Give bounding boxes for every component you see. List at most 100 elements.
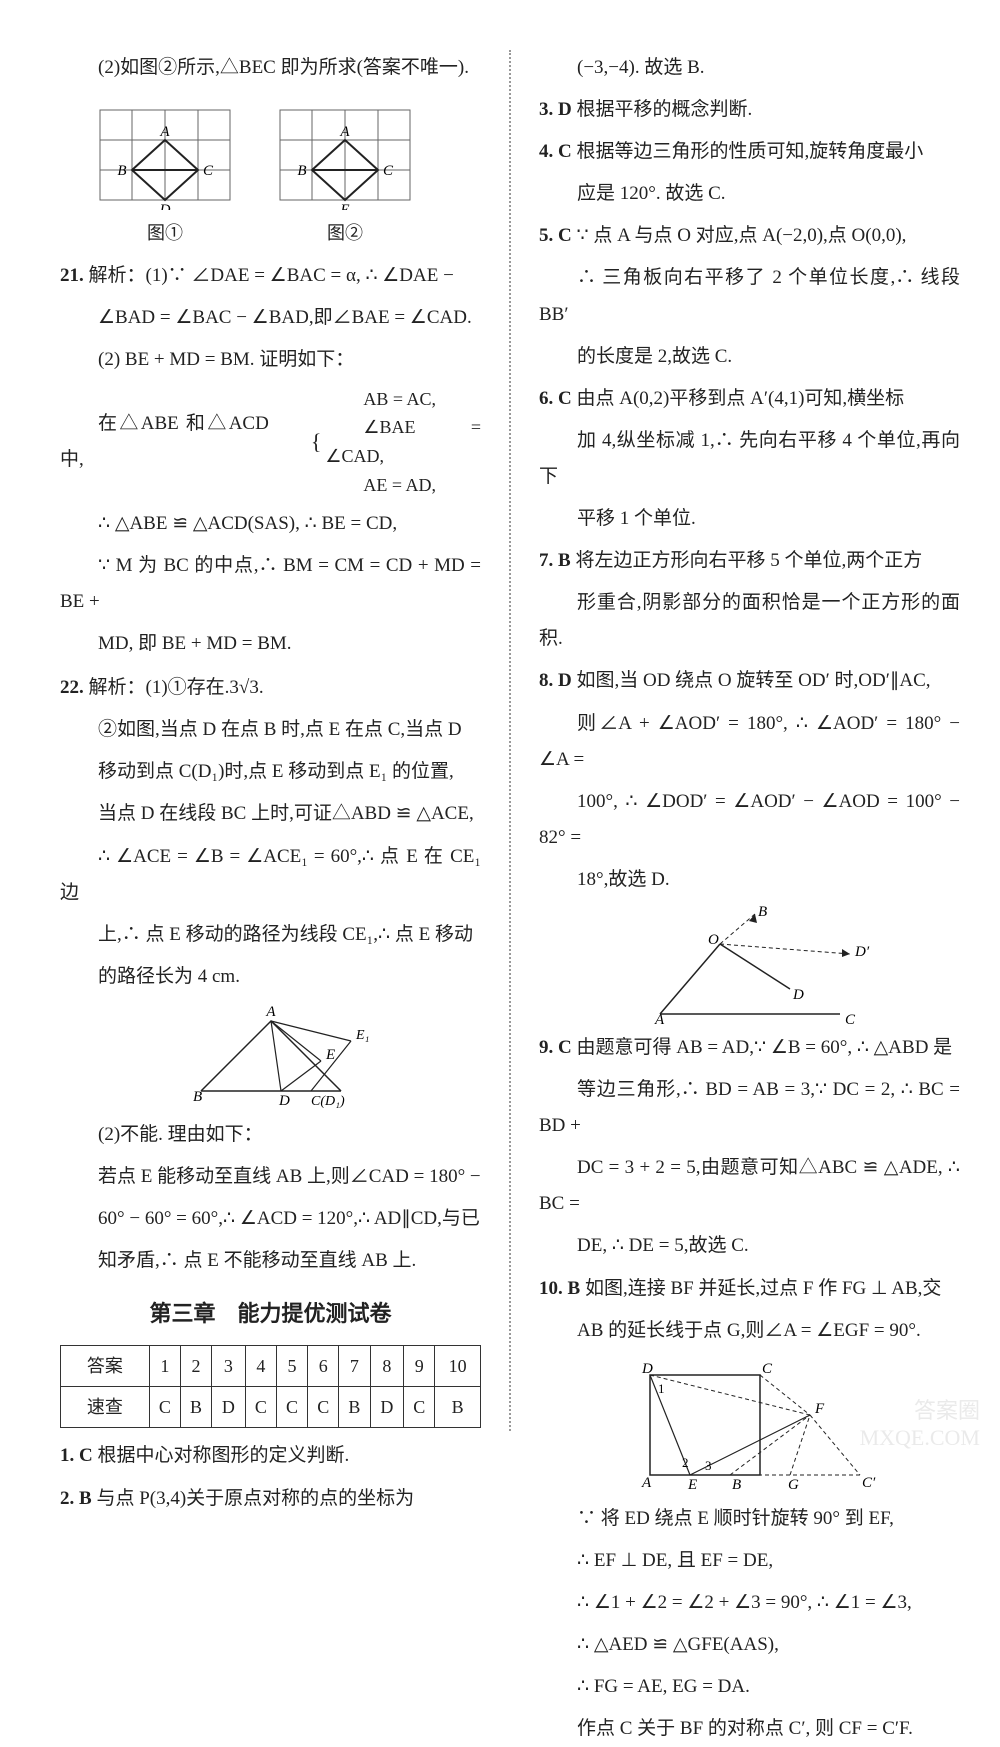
lbl-C: C(D₁) [311, 1094, 345, 1109]
label-C: C [383, 163, 394, 179]
q21-line4a: 在△ABE 和△ACD 中, [60, 406, 269, 478]
col-3: 3 [212, 1346, 246, 1387]
a3-txt: 根据平移的概念判断. [576, 99, 752, 120]
column-divider [509, 50, 511, 1431]
a5-l3: 的长度是 2,故选 C. [539, 339, 960, 375]
figure-2-caption: 图② [270, 216, 420, 250]
a1-txt: 根据中心对称图形的定义判断. [97, 1445, 349, 1466]
val-6: C [308, 1387, 339, 1428]
a8-label: 8. D [539, 670, 572, 691]
lbl-D: D [792, 987, 804, 1003]
q22-l9: 若点 E 能移动至直线 AB 上,则∠CAD = 180° − [60, 1159, 481, 1195]
a9-l3: DC = 3 + 2 = 5,由题意可知△ABC ≌ △ADE, ∴ BC = [539, 1150, 960, 1222]
ans-10: 10. B 如图,连接 BF 并延长,过点 F 作 FG ⊥ AB,交 [539, 1271, 960, 1307]
label-C: C [203, 163, 214, 179]
q22-number: 22. [60, 677, 84, 698]
label-D: D [159, 202, 171, 210]
brace-row-2: ∠BAE = ∠CAD, [325, 413, 481, 471]
val-8: D [370, 1387, 404, 1428]
q21-line6: ∵ M 为 BC 的中点,∴ BM = CM = CD + MD = BE + [60, 548, 481, 620]
q22-l10: 60° − 60° = 60°,∴ ∠ACD = 120°,∴ AD∥CD,与已 [60, 1201, 481, 1237]
col-7: 7 [339, 1346, 370, 1387]
label-A: A [339, 124, 350, 140]
lbl-1: 1 [658, 1381, 665, 1396]
col-6: 6 [308, 1346, 339, 1387]
q22-l2: ②如图,当点 D 在点 B 时,点 E 在点 C,当点 D [60, 712, 481, 748]
lbl-A: A [654, 1012, 665, 1024]
ans-9: 9. C 由题意可得 AB = AD,∵ ∠B = 60°, ∴ △ABD 是 [539, 1030, 960, 1066]
q22-l7: 的路径长为 4 cm. [60, 959, 481, 995]
lbl-E: E [687, 1477, 697, 1493]
a6-label: 6. C [539, 388, 572, 409]
lbl-A: A [641, 1475, 652, 1491]
val-10: B [435, 1387, 481, 1428]
figure-row-1: A B C D 图① A B C [90, 94, 481, 250]
lbl-B: B [193, 1089, 202, 1105]
q22-l5: ∴ ∠ACE = ∠B = ∠ACE₁ = 60°,∴ 点 E 在 CE₁ 边 [60, 839, 481, 911]
a6-l3: 平移 1 个单位. [539, 501, 960, 537]
a9-label: 9. C [539, 1037, 572, 1058]
a5-l2: ∴ 三角板向右平移了 2 个单位长度,∴ 线段 BB′ [539, 260, 960, 332]
q21-line1: 解析：(1)∵ ∠DAE = ∠BAC = α, ∴ ∠DAE − [89, 265, 454, 286]
figure-4: A C O B D D′ [630, 904, 870, 1024]
label-E: E [339, 202, 349, 210]
q22-l4: 当点 D 在线段 BC 上时,可证△ABD ≌ △ACE, [60, 796, 481, 832]
wm-line1: 答案圈 [860, 1398, 980, 1424]
a10-l2: AB 的延长线于点 G,则∠A = ∠EGF = 90°. [539, 1313, 960, 1349]
col-9: 9 [404, 1346, 435, 1387]
q22-l6: 上,∴ 点 E 移动的路径为线段 CE₁,∴ 点 E 移动 [60, 917, 481, 953]
ans-2: 2. B 与点 P(3,4)关于原点对称的点的坐标为 [60, 1481, 481, 1517]
figure-2: A B C E 图② [270, 94, 420, 250]
a10-l4: ∴ EF ⊥ DE, 且 EF = DE, [539, 1543, 960, 1579]
a9-l4: DE, ∴ DE = 5,故选 C. [539, 1228, 960, 1264]
lbl-C: C [762, 1361, 773, 1377]
lbl-B: B [732, 1477, 741, 1493]
label-B: B [297, 163, 306, 179]
label-A: A [159, 124, 170, 140]
a6-l1: 由点 A(0,2)平移到点 A′(4,1)可知,横坐标 [576, 388, 904, 409]
a10-label: 10. B [539, 1278, 580, 1299]
ans-4: 4. C 根据等边三角形的性质可知,旋转角度最小 [539, 134, 960, 170]
col-5: 5 [276, 1346, 307, 1387]
lbl-G: G [788, 1477, 799, 1493]
lbl-Cp: C′ [862, 1475, 876, 1491]
val-2: B [180, 1387, 211, 1428]
a10-l8: 作点 C 关于 BF 的对称点 C′, 则 CF = C′F. [539, 1711, 960, 1747]
figure-1-caption: 图① [90, 216, 240, 250]
lbl-C: C [845, 1012, 856, 1024]
val-5: C [276, 1387, 307, 1428]
val-4: C [245, 1387, 276, 1428]
watermark-logo: 答案圈 MXQE.COM [860, 1398, 980, 1451]
brace-row-1: AB = AC, [325, 385, 481, 414]
val-3: D [212, 1387, 246, 1428]
para: (2)如图②所示,△BEC 即为所求(答案不唯一). [60, 50, 481, 86]
q22-line1: 解析：(1)①存在.3√3. [89, 677, 264, 698]
figure-3: A B D C(D₁) E E₁ [171, 1001, 371, 1111]
answer-table-values: 速查 C B D C C C B D C B [61, 1387, 481, 1428]
a3-label: 3. D [539, 99, 572, 120]
a6-l2: 加 4,纵坐标减 1,∴ 先向右平移 4 个单位,再向下 [539, 423, 960, 495]
col-1: 1 [149, 1346, 180, 1387]
a10-l1: 如图,连接 BF 并延长,过点 F 作 FG ⊥ AB,交 [585, 1278, 942, 1299]
label-B: B [117, 163, 126, 179]
q21-line7: MD, 即 BE + MD = BM. [60, 626, 481, 662]
ans-1: 1. C 根据中心对称图形的定义判断. [60, 1438, 481, 1474]
wm-line2: MXQE.COM [860, 1425, 980, 1451]
figure-1: A B C D 图① [90, 94, 240, 250]
val-7: B [339, 1387, 370, 1428]
a10-l6: ∴ △AED ≌ △GFE(AAS), [539, 1627, 960, 1663]
a2-txt: 与点 P(3,4)关于原点对称的点的坐标为 [96, 1488, 414, 1509]
q22-l3: 移动到点 C(D₁)时,点 E 移动到点 E₁ 的位置, [60, 754, 481, 790]
q22: 22. 解析：(1)①存在.3√3. [60, 670, 481, 706]
a8-l1: 如图,当 OD 绕点 O 旋转至 OD′ 时,OD′∥AC, [576, 670, 930, 691]
col-10: 10 [435, 1346, 481, 1387]
answer-table: 答案 1 2 3 4 5 6 7 8 9 10 速查 C B D C C C B [60, 1345, 481, 1428]
lbl-E1: E₁ [355, 1028, 369, 1043]
section-title: 第三章 能力提优测试卷 [60, 1293, 481, 1335]
col-2: 2 [180, 1346, 211, 1387]
ans-7: 7. B 将左边正方形向右平移 5 个单位,两个正方 [539, 543, 960, 579]
a9-l2: 等边三角形,∴ BD = AB = 3,∵ DC = 2, ∴ BC = BD … [539, 1072, 960, 1144]
col-8: 8 [370, 1346, 404, 1387]
a10-l7: ∴ FG = AE, EG = DA. [539, 1669, 960, 1705]
lbl-3: 3 [705, 1458, 712, 1473]
